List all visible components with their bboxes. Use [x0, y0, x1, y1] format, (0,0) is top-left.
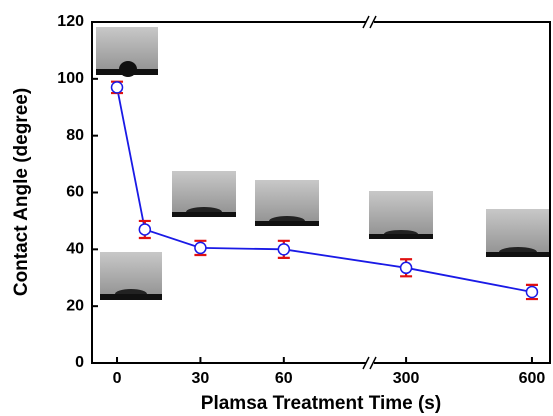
x-tick-label: 30 [192, 370, 210, 387]
x-tick-label: 60 [275, 370, 293, 387]
y-tick-label: 80 [66, 127, 84, 144]
axis-break-mark [369, 15, 377, 29]
axis-break-mark [362, 15, 370, 29]
x-axis-title: Plamsa Treatment Time (s) [201, 393, 441, 414]
y-tick-label: 120 [57, 13, 84, 30]
data-point [399, 261, 413, 275]
axis-break-gap [366, 360, 374, 366]
droplet-image [172, 171, 236, 217]
droplet-image [486, 209, 550, 257]
plot-frame [91, 21, 551, 364]
data-point [110, 81, 124, 94]
droplet-image [369, 191, 433, 239]
y-axis-title: Contact Angle (degree) [11, 88, 32, 296]
x-tick-label: 300 [393, 370, 420, 387]
y-tick-label: 0 [75, 354, 84, 371]
y-tick-label: 100 [57, 70, 84, 87]
x-tick-label: 600 [519, 370, 546, 387]
y-tick-label: 20 [66, 297, 84, 314]
droplet-image [96, 27, 158, 77]
droplet-image [100, 252, 162, 300]
data-point [525, 285, 539, 299]
axis-break-mark [362, 356, 370, 370]
data-point [138, 223, 152, 236]
axis-break-mark [369, 356, 377, 370]
x-tick-label: 0 [113, 370, 122, 387]
droplet-images [96, 27, 550, 300]
droplet-image [255, 180, 319, 226]
y-tick-label: 60 [66, 184, 84, 201]
series-line [116, 87, 533, 293]
data-point [194, 241, 207, 255]
data-point [277, 243, 291, 256]
axis-break-gap [366, 19, 374, 25]
y-tick-label: 40 [66, 241, 84, 258]
